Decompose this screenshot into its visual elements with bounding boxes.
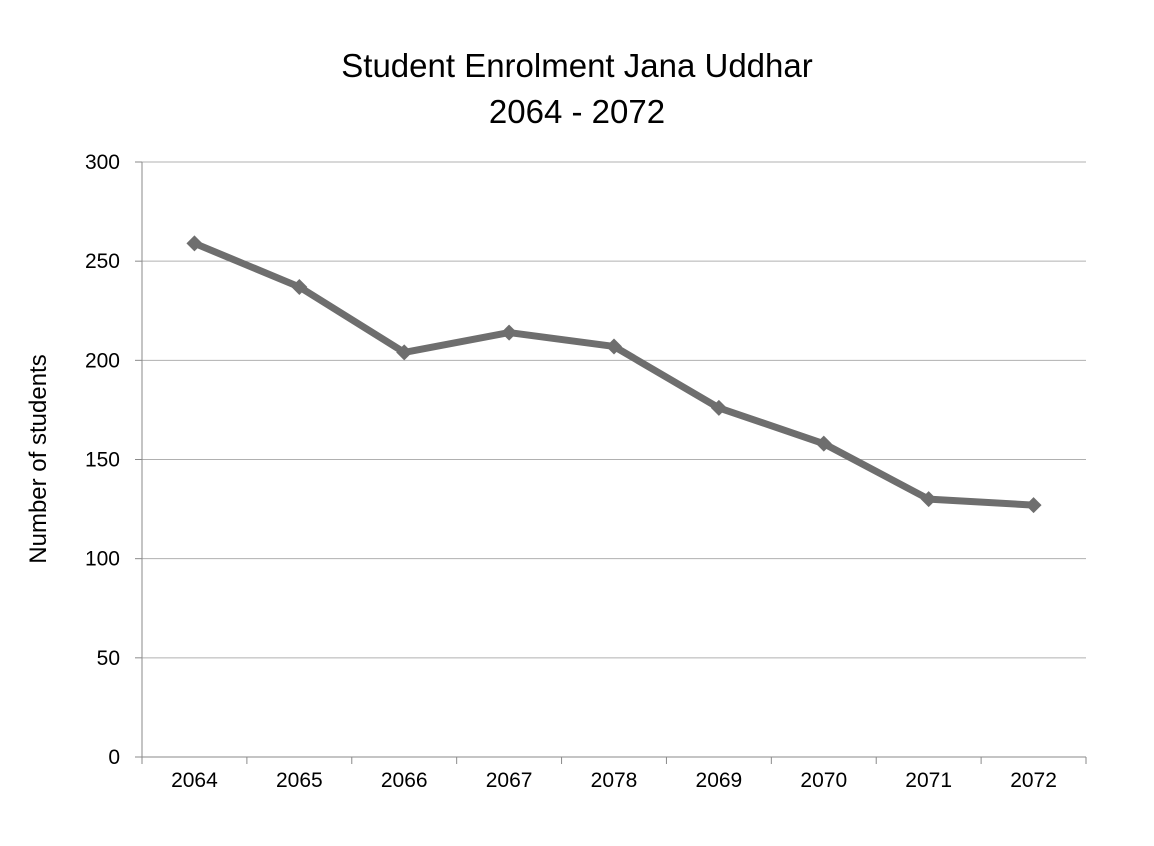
y-tick-label: 150 — [85, 449, 120, 472]
data-point-marker — [291, 278, 308, 295]
data-point-marker — [815, 435, 832, 452]
x-tick-label: 2065 — [276, 769, 323, 792]
series-line — [190, 239, 1038, 509]
y-tick-label: 100 — [85, 548, 120, 571]
y-tick-label: 200 — [85, 349, 120, 372]
x-tick-label: 2078 — [591, 769, 638, 792]
x-tick-label: 2072 — [1010, 769, 1057, 792]
y-axis-title: Number of students — [25, 354, 52, 563]
y-tick-label: 0 — [108, 746, 120, 769]
data-point-marker — [920, 491, 937, 508]
data-series — [186, 235, 1042, 514]
chart-subtitle: 2064 - 2072 — [488, 93, 666, 130]
axes — [135, 161, 1087, 764]
data-point-marker — [186, 235, 203, 252]
data-point-marker — [501, 324, 518, 341]
data-point-marker — [710, 399, 727, 416]
x-tick-label: 2070 — [800, 769, 847, 792]
y-tick-label: 250 — [85, 250, 120, 273]
data-point-marker — [396, 344, 413, 361]
x-tick-label: 2071 — [905, 769, 952, 792]
data-point-marker — [1025, 497, 1042, 514]
y-tick-labels: 0 50 100 150 200 250 300 — [85, 151, 120, 769]
gridlines — [142, 161, 1086, 659]
y-tick-label: 300 — [85, 151, 120, 174]
x-tick-label: 2066 — [381, 769, 428, 792]
x-tick-label: 2067 — [486, 769, 533, 792]
data-point-marker — [606, 338, 622, 355]
x-tick-label: 2064 — [171, 769, 218, 792]
chart-title: Student Enrolment Jana Uddhar — [341, 47, 813, 84]
x-tick-label: 2069 — [696, 769, 743, 792]
x-tick-labels: 2064 2065 2066 2067 2078 2069 2070 2071 2072 — [171, 769, 1057, 792]
y-tick-label: 50 — [97, 647, 120, 670]
